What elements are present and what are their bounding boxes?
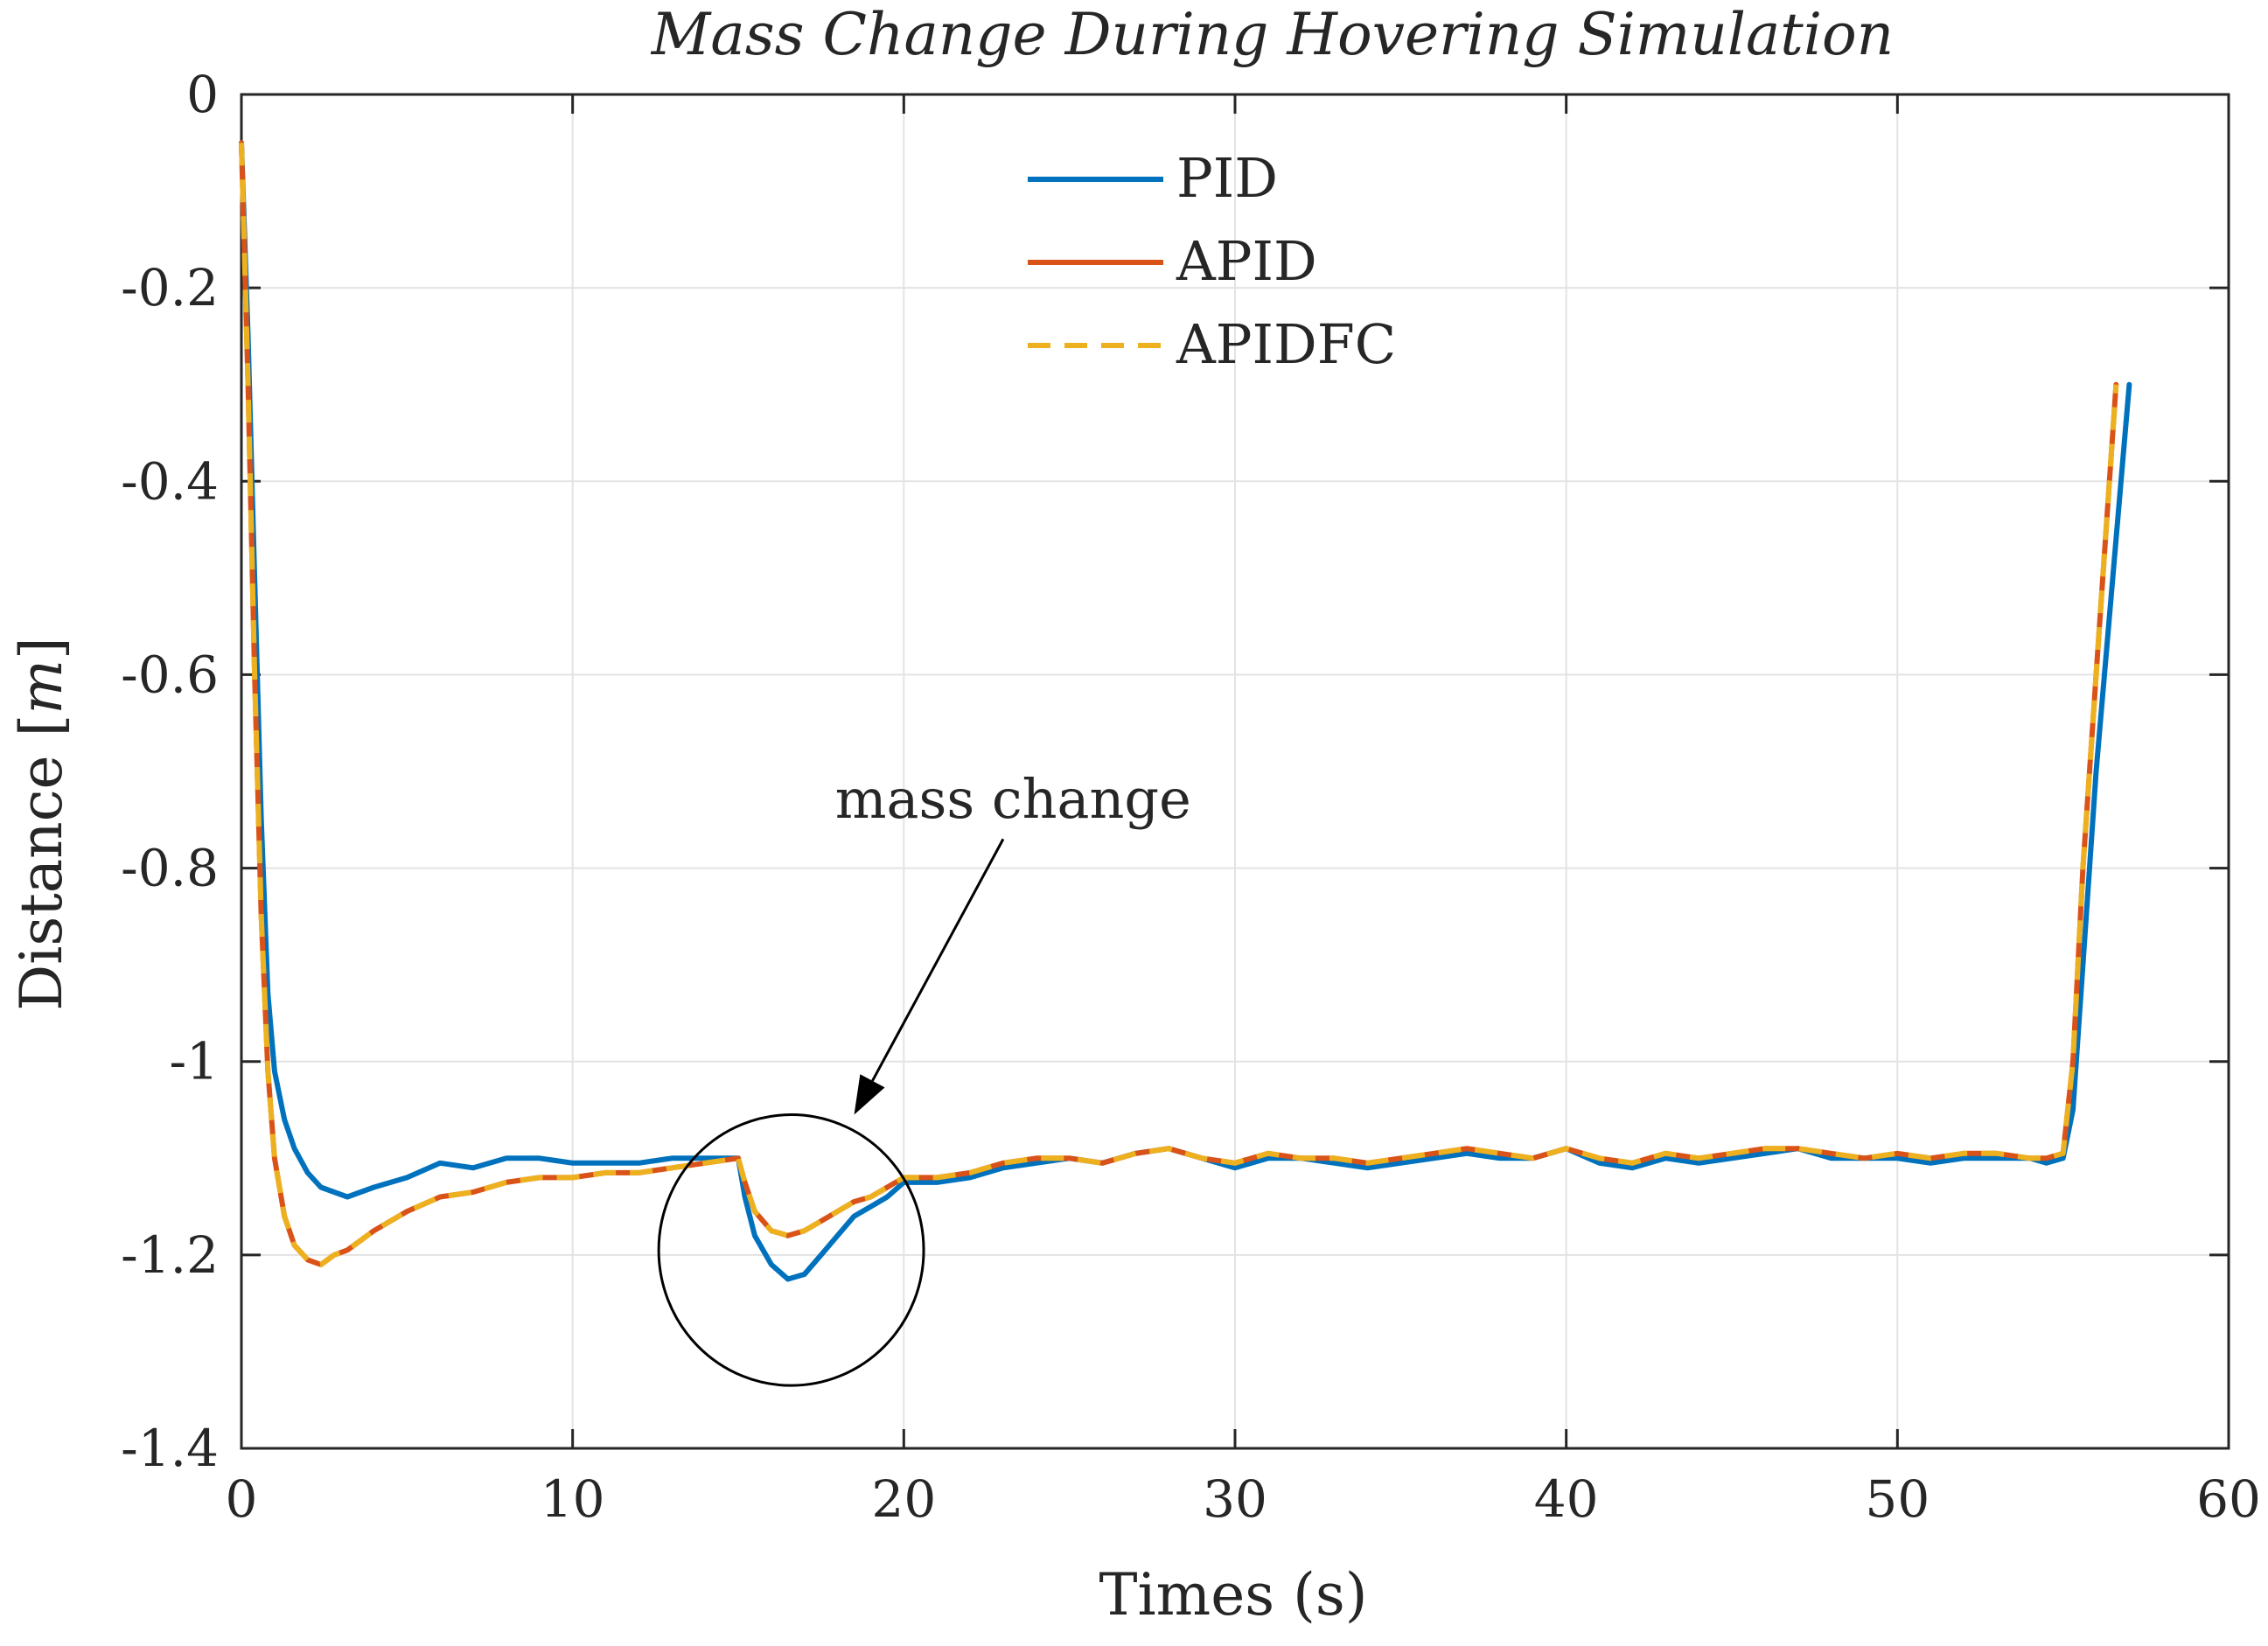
x-tick-label: 10: [541, 1469, 605, 1529]
annotation-arrow-head: [854, 1074, 885, 1115]
legend-label-apid: APID: [1176, 229, 1317, 293]
x-tick-label: 40: [1534, 1469, 1599, 1529]
series-line-apidfc: [239, 143, 2119, 1267]
y-axis-label-unit: m: [8, 659, 75, 715]
y-tick-label: -0.2: [121, 258, 219, 317]
series-line-pid: [239, 140, 2132, 1282]
y-tick-label: -0.6: [121, 645, 219, 704]
legend-item-pid: PID: [1028, 146, 1278, 210]
legend-item-apid: APID: [1028, 229, 1317, 293]
y-axis-label-prefix: Distance [: [8, 715, 75, 1011]
annotation-circle: [657, 1113, 925, 1387]
y-tick-label: -0.4: [121, 451, 219, 511]
annotation-label: mass change: [835, 767, 1191, 831]
chart-title: Mass Change During Hovering Simulation: [651, 1, 1894, 68]
y-tick-label: -1.2: [121, 1225, 219, 1285]
ticks: 0 10 20 30 40 50 60 0 -0.2 -0.4 -0.6 -0.8 -1 -1.2 -1.4: [121, 65, 2261, 1529]
x-tick-label: 60: [2196, 1469, 2261, 1529]
annotation-arrow-shaft: [871, 838, 1005, 1082]
y-axis-label: Distance [m]: [8, 637, 75, 1010]
x-tick-label: 50: [1865, 1469, 1930, 1529]
series-lines: [239, 140, 2132, 1282]
x-tick-label: 0: [226, 1469, 258, 1529]
grid: [241, 94, 2229, 1448]
y-axis-label-suffix: ]: [8, 637, 75, 659]
legend: PID APID APIDFC: [1028, 146, 1396, 376]
legend-item-apidfc: APIDFC: [1028, 312, 1396, 376]
annotation: [657, 838, 1005, 1387]
y-tick-label: -1: [170, 1032, 220, 1092]
x-tick-label: 30: [1203, 1469, 1267, 1529]
x-axis-label: Times (s): [1099, 1561, 1368, 1629]
x-tick-label: 20: [871, 1469, 936, 1529]
y-tick-label: 0: [186, 65, 219, 124]
legend-label-apidfc: APIDFC: [1176, 312, 1396, 376]
y-tick-label: -0.8: [121, 839, 219, 898]
legend-label-pid: PID: [1176, 146, 1278, 210]
y-tick-label: -1.4: [121, 1419, 219, 1478]
